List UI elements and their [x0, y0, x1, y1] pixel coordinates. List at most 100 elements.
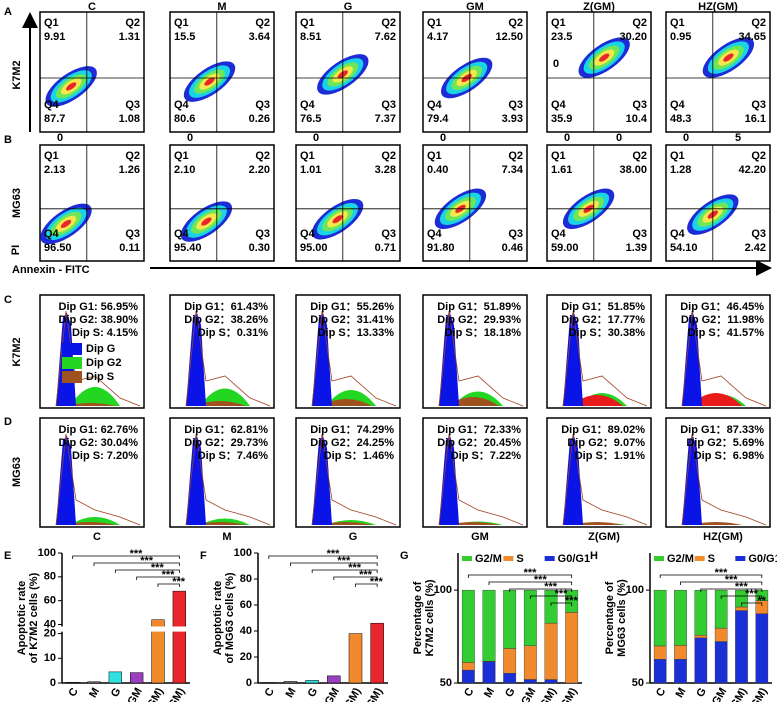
g1-peak [682, 313, 702, 406]
fit-line [55, 433, 141, 526]
cycle-value: Dip G2：5.69% [686, 437, 764, 449]
g1-peak [312, 436, 332, 525]
quadrant-name: Q3 [255, 228, 270, 240]
quadrant-value: 12.50 [495, 31, 523, 43]
fit-line [681, 310, 767, 407]
density [204, 77, 215, 86]
cycle-value: Dip G1：62.81% [184, 424, 268, 436]
quadrant-value: 48.3 [670, 113, 691, 125]
quadrant-name: Q3 [508, 99, 523, 111]
x-tick-label: M [284, 686, 299, 700]
axis-mark: 5 [735, 132, 741, 144]
x-tick-label: GM [519, 686, 538, 702]
legend-label: G2/M [667, 553, 694, 565]
legend-swatch [654, 556, 664, 561]
g1-peak [563, 436, 583, 525]
legend-label: Dip G2 [86, 357, 121, 369]
quadrant-name: Q3 [125, 99, 140, 111]
density [201, 217, 212, 226]
cycle-value: Dip S：13.33% [318, 327, 395, 339]
fit-line [311, 310, 397, 407]
cycle-value: Dip G1: 62.76% [59, 424, 139, 436]
y-tick-label: 100 [434, 584, 452, 596]
axis-mark: 0 [553, 58, 559, 70]
fit-line [311, 433, 397, 526]
quadrant-value: 4.17 [427, 31, 448, 43]
quadrant-name: Q2 [381, 17, 396, 29]
density [723, 53, 734, 62]
g1-peak [563, 313, 583, 406]
y-axis-label: MG63 cells (%) [616, 579, 628, 657]
significance-label: *** [130, 548, 144, 560]
cycle-value: Dip G2：31.41% [310, 314, 394, 326]
quadrant-name: Q1 [300, 150, 315, 162]
y-axis-label: Percentage of [604, 581, 616, 654]
x-tick-label: M [482, 686, 497, 700]
significance-bracket [550, 602, 573, 606]
cycle-value: Dip G2：11.98% [681, 314, 764, 326]
s-region [64, 522, 116, 525]
axis-break [57, 626, 190, 632]
quadrant-name: Q2 [751, 150, 766, 162]
fit-line [55, 310, 141, 407]
cycle-value: Dip G2: 38.90% [59, 314, 139, 326]
quadrant-value: 2.10 [174, 164, 195, 176]
significance-label: *** [745, 588, 759, 600]
cycle-value: Dip G2：9.07% [567, 437, 645, 449]
column-header: C [88, 1, 96, 13]
quadrant-name: Q4 [300, 228, 316, 240]
fit-line [562, 433, 648, 526]
x-tick-label: C [263, 686, 277, 699]
x-tick-label: C [462, 686, 476, 699]
quadrant-value: 3.93 [502, 113, 523, 125]
y-tick-label: 100 [38, 547, 56, 559]
row-label: K7M2 [11, 60, 23, 89]
bar-segment [482, 589, 496, 662]
s-region [571, 522, 623, 525]
x-tick-label: C [654, 686, 668, 699]
bar [348, 633, 363, 684]
significance-label: *** [162, 569, 176, 581]
quadrant-name: Q1 [427, 150, 442, 162]
axis-mark: 0 [616, 132, 622, 144]
quadrant-value: 87.7 [44, 113, 65, 125]
column-header: HZ(GM) [703, 531, 743, 543]
legend-label: G0/G1 [558, 553, 590, 565]
bar-segment [503, 673, 517, 684]
s-region [194, 401, 246, 406]
quadrant-name: Q4 [670, 228, 686, 240]
density [332, 215, 343, 224]
y-tick-label: 0 [246, 677, 252, 689]
significance-bracket [136, 576, 180, 580]
x-tick-label: G [503, 686, 518, 699]
cycle-value: Dip G1：72.33% [437, 424, 521, 436]
y-tick-label: 100 [626, 584, 644, 596]
significance-bracket [72, 555, 180, 559]
cycle-value: Dip G1：55.26% [310, 301, 394, 313]
quadrant-name: Q4 [427, 99, 443, 111]
bar-segment [674, 659, 687, 684]
cycle-value: Dip S：6.98% [694, 450, 765, 462]
quadrant-value: 30.20 [619, 31, 647, 43]
quadrant-value: 15.5 [174, 31, 195, 43]
quadrant-name: Q3 [632, 228, 647, 240]
significance-bracket [290, 562, 378, 566]
quadrant-value: 16.1 [745, 113, 766, 125]
quadrant-value: 2.13 [44, 164, 65, 176]
cycle-value: Dip S: 7.20% [72, 450, 138, 462]
quadrant-value: 7.37 [375, 113, 396, 125]
quadrant-name: Q1 [44, 150, 59, 162]
quadrant-value: 34.65 [738, 31, 766, 43]
quadrant-value: 7.34 [502, 164, 524, 176]
legend-label: S [708, 553, 715, 565]
quadrant-name: Q1 [44, 17, 59, 29]
cycle-value: Dip G2：29.73% [184, 437, 268, 449]
cycle-value: Dip S: 4.15% [72, 327, 138, 339]
quadrant-value: 0.11 [119, 242, 140, 254]
quadrant-name: Q4 [174, 99, 190, 111]
quadrant-value: 91.80 [427, 242, 455, 254]
panel-letter: H [590, 550, 598, 562]
quadrant-name: Q4 [551, 228, 567, 240]
bar [130, 672, 144, 684]
quadrant-value: 76.5 [300, 113, 321, 125]
